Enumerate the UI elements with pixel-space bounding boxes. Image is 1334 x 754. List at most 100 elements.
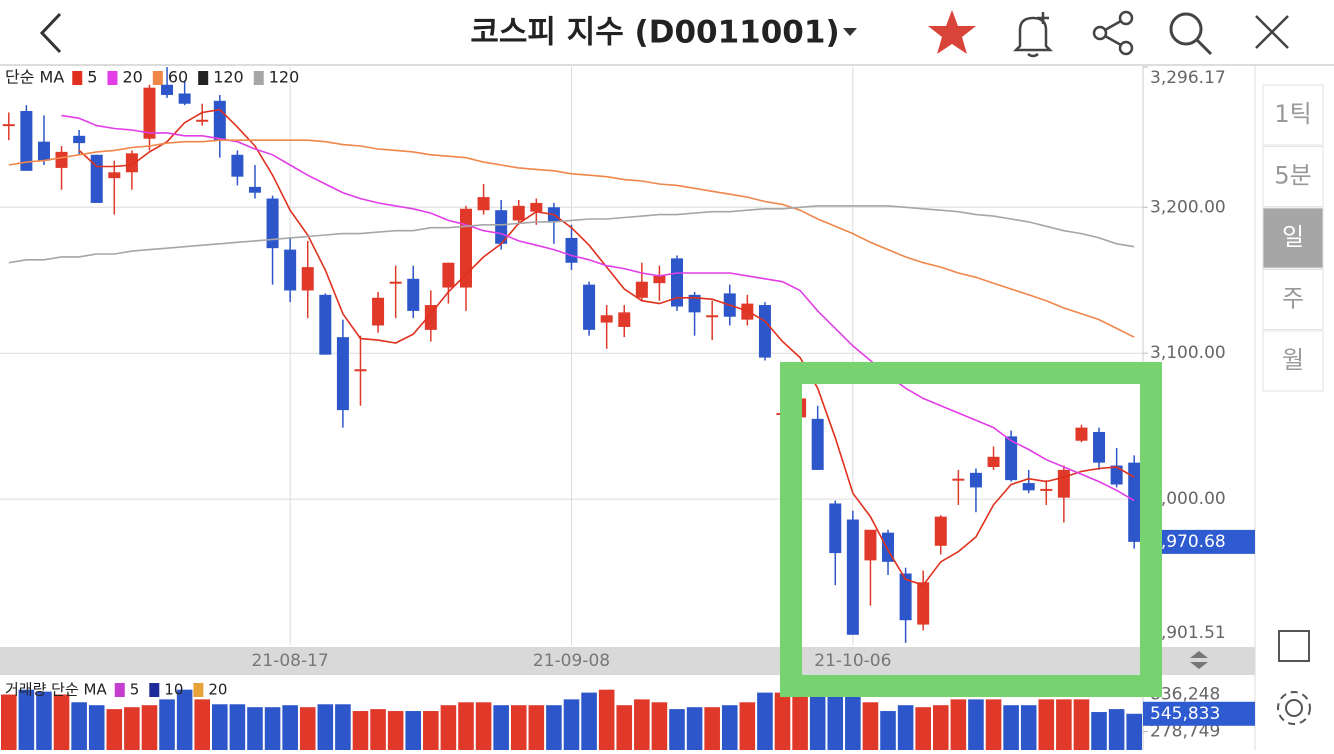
candle-body <box>143 87 156 139</box>
candle-body <box>583 284 596 330</box>
candle-body <box>635 281 648 298</box>
volume-bar <box>36 691 52 750</box>
settings-button[interactable] <box>1277 691 1311 725</box>
volume-bar <box>1020 705 1037 750</box>
candle-body <box>178 93 191 104</box>
date-strip <box>0 647 1255 675</box>
candle-body <box>125 153 138 173</box>
candle-body <box>459 208 472 288</box>
volume-bar <box>423 711 439 750</box>
fullscreen-button[interactable] <box>1278 630 1310 662</box>
legend-label: 단순 MA <box>5 68 64 87</box>
favorite-star[interactable] <box>928 10 976 54</box>
x-tick-label: 21-08-17 <box>252 651 329 671</box>
candle-body <box>969 472 982 488</box>
volume-bar <box>528 705 545 750</box>
volume-bar <box>546 705 562 750</box>
volume-bar <box>968 699 984 750</box>
candle-body <box>372 297 385 326</box>
tab[interactable] <box>1262 207 1324 269</box>
candle-body <box>248 186 261 193</box>
share-icon[interactable] <box>1092 10 1134 56</box>
volume-bar <box>616 705 633 750</box>
candle-body <box>600 315 613 323</box>
y-tick-label: 836,248 <box>1150 685 1220 705</box>
alarm-icon[interactable] <box>1012 12 1054 58</box>
x-tick-label: 21-09-08 <box>533 651 610 671</box>
y-tick-label: 3,200.00 <box>1150 197 1226 217</box>
volume-legend-label: 거래량 단순 MA <box>5 681 107 699</box>
volume-bar <box>827 689 844 750</box>
legend-label: 5 <box>87 68 97 87</box>
volume-bar <box>387 711 404 750</box>
volume-bar <box>493 705 509 750</box>
volume-bar <box>352 711 369 750</box>
legend-swatch <box>193 683 204 697</box>
title-dropdown[interactable] <box>843 28 857 36</box>
candle-body <box>231 154 244 177</box>
volume-bar <box>792 692 808 750</box>
volume-bar <box>88 705 105 750</box>
volume-bar <box>739 702 756 750</box>
volume-bar <box>932 705 949 750</box>
candle-body <box>196 119 209 122</box>
candle-body <box>846 519 859 635</box>
volume-bar <box>1126 713 1142 750</box>
tab[interactable] <box>1262 84 1324 146</box>
candle-body <box>864 529 877 561</box>
y-tick-label: 278,749 <box>1150 722 1220 742</box>
volume-bar <box>915 707 931 750</box>
volume-bar <box>475 702 492 750</box>
candle-body <box>213 100 226 141</box>
volume-bar <box>1038 699 1055 750</box>
back-button[interactable] <box>39 12 62 54</box>
ma-line <box>8 205 1135 264</box>
candle-body <box>1075 427 1088 441</box>
tab[interactable] <box>1262 269 1324 330</box>
search-icon[interactable] <box>1169 12 1213 56</box>
tab-label: 일 <box>1282 223 1304 251</box>
volume-bar <box>845 694 861 750</box>
tab[interactable] <box>1262 330 1324 392</box>
volume-bar <box>106 709 123 750</box>
y-tick-label: 3,100.00 <box>1150 343 1226 363</box>
volume-bar <box>18 689 35 750</box>
legend-swatch <box>107 71 118 85</box>
volume-bar <box>1003 705 1019 750</box>
candle-body <box>73 135 86 144</box>
candle-body <box>319 294 332 355</box>
volume-bar <box>247 707 263 750</box>
volume-bar <box>1108 709 1125 750</box>
volume-bar <box>405 711 422 750</box>
candle-body <box>20 111 33 171</box>
legend: 단순 MA 5 20 60 120 120 거래량 단순 MA 5 10 20 <box>5 68 299 699</box>
volume-bar <box>598 689 615 750</box>
volume-bar <box>581 692 597 750</box>
legend-swatch <box>114 683 125 697</box>
close-button[interactable] <box>1255 15 1289 49</box>
ma-line <box>8 139 1135 338</box>
legend-label: 20 <box>208 681 227 699</box>
x-tick-label: 21-10-06 <box>814 651 891 671</box>
candle-body <box>389 281 402 284</box>
candle-body <box>2 124 15 127</box>
resize-handle[interactable] <box>1190 651 1208 669</box>
volume-bar <box>53 694 70 750</box>
current-price-label: 2,970.68 <box>1150 532 1226 552</box>
volume-bar <box>669 709 685 750</box>
candle-body <box>161 84 174 95</box>
volume-bar <box>1 694 17 750</box>
tab[interactable] <box>1262 146 1324 207</box>
y-tick-label: 3,296.17 <box>1150 68 1226 88</box>
candle-body <box>284 249 297 291</box>
y-tick-label: 2,901.51 <box>1150 623 1226 643</box>
volume-bar <box>686 707 703 750</box>
candle-body <box>354 369 367 372</box>
volume-bar <box>194 699 211 750</box>
candle-body <box>1110 465 1123 485</box>
volume-bar <box>124 707 140 750</box>
volume-bar <box>897 705 914 750</box>
legend-label: 60 <box>168 68 188 87</box>
value-axis: 3,296.17 3,200.00 3,100.00 3,000.00 2,901.51… <box>252 66 1255 742</box>
